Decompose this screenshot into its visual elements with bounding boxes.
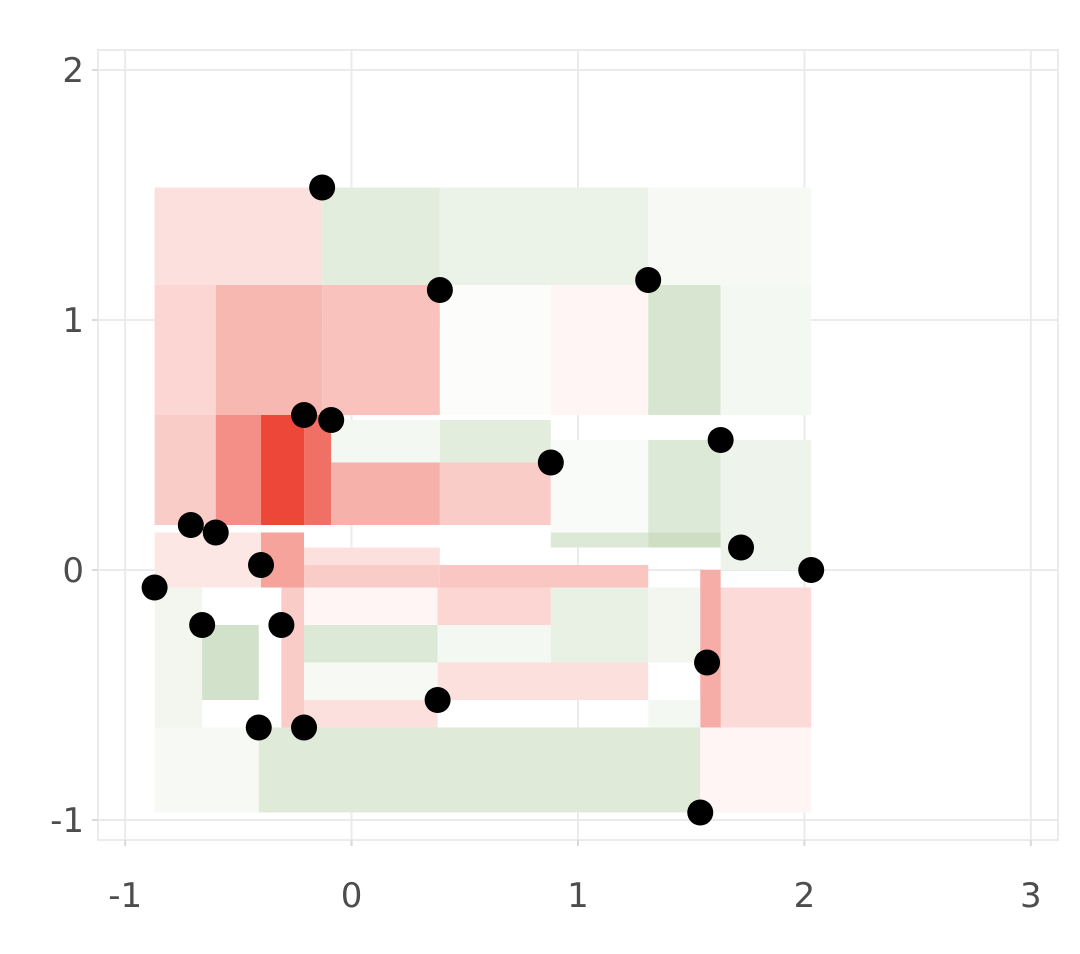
heatmap-cell (215, 415, 262, 525)
data-point (248, 552, 275, 578)
data-point (177, 512, 204, 538)
heatmap-cell (439, 565, 649, 588)
heatmap-cell (437, 625, 551, 663)
x-tick-label: 2 (794, 876, 816, 916)
heatmap-cell (154, 587, 203, 728)
heatmap-cell (304, 547, 440, 565)
x-tick-label: -1 (108, 876, 142, 916)
x-tick-label: 1 (567, 876, 589, 916)
data-point (426, 277, 453, 303)
heatmap-cell (258, 727, 701, 813)
data-point (798, 557, 825, 583)
heatmap-cell (439, 462, 551, 525)
heatmap-cell (304, 565, 440, 588)
data-point (202, 519, 229, 546)
heatmap-cell (648, 587, 701, 663)
heatmap-cell (304, 625, 438, 663)
heatmap-cell (304, 587, 438, 625)
heatmap-cell (550, 440, 649, 533)
data-point (707, 427, 734, 453)
y-tick-label: 2 (62, 51, 84, 91)
heatmap-cell (648, 285, 721, 415)
heatmap-cell (202, 625, 259, 700)
heatmap-cell (261, 415, 305, 525)
heatmap-cell (215, 285, 323, 415)
heatmap-cell (648, 532, 721, 548)
data-point (268, 612, 295, 638)
data-point (189, 612, 216, 638)
axis-layer: -1 0 1 2 3 -1 0 1 2 (50, 51, 1042, 916)
data-point (318, 407, 345, 433)
data-point (728, 534, 755, 561)
heatmap-cell (550, 587, 649, 663)
data-point (245, 714, 272, 741)
x-tick-label: 3 (1020, 876, 1042, 916)
heatmap-cell (720, 285, 812, 415)
y-tick-label: -1 (50, 801, 84, 841)
cells-layer (154, 187, 812, 813)
heatmap-cell (281, 587, 305, 728)
heatmap-cell (304, 700, 438, 728)
heatmap-cell (322, 187, 440, 285)
heatmap-cell (439, 420, 551, 463)
heatmap-cell (648, 700, 701, 728)
data-point (309, 174, 336, 201)
heatmap-cell (154, 285, 216, 415)
heatmap-cell (648, 440, 721, 533)
heatmap-cell (439, 187, 649, 285)
y-tick-label: 0 (62, 551, 84, 591)
data-point (687, 799, 714, 826)
heatmap-cell (648, 187, 812, 285)
heatmap-cell (304, 415, 332, 525)
heatmap-cell (154, 727, 259, 813)
heatmap-cell (331, 462, 440, 525)
data-point (635, 267, 662, 293)
data-point (291, 402, 318, 428)
heatmap-cell (550, 532, 649, 548)
heatmap-cell (700, 570, 721, 728)
heatmap-cell (439, 285, 551, 415)
points-layer (141, 174, 825, 826)
heatmap-cell (154, 415, 216, 525)
x-tick-label: 0 (341, 876, 363, 916)
data-point (537, 449, 564, 476)
heatmap-cell (437, 587, 551, 625)
y-tick-label: 1 (62, 301, 84, 341)
heatmap-cell (331, 420, 440, 463)
data-point (694, 649, 721, 676)
heatmap-cell (437, 662, 649, 700)
heatmap-cell (707, 587, 812, 728)
heatmap-cell (550, 285, 649, 415)
data-point (141, 574, 168, 601)
data-point (424, 687, 451, 713)
heatmap-cell (304, 662, 438, 700)
data-point (291, 714, 318, 741)
heatmap-cell (322, 285, 440, 415)
heatmap-cell (154, 187, 323, 285)
heatmap-cell (700, 727, 812, 813)
